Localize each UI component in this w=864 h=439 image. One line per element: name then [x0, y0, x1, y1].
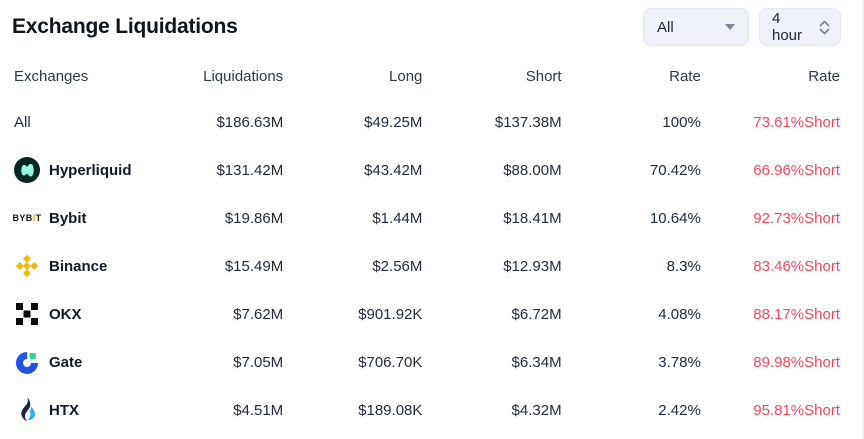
cell-rate-short: 95.81%Short: [753, 401, 840, 419]
cell-liquidations: $19.86M: [224, 209, 284, 227]
exchange-name: All: [14, 113, 31, 131]
exchange-cell: All: [14, 114, 144, 131]
cell-rate-short: 66.96%Short: [753, 161, 840, 179]
hyperliquid-icon: [14, 157, 40, 183]
table-row-bybit[interactable]: BYBIT Bybit $19.86M $1.44M $18.41M 10.64…: [0, 194, 863, 242]
cell-short: $137.38M: [494, 113, 562, 131]
cell-liquidations: $7.05M: [233, 353, 284, 371]
cell-rate-short: 73.61%Short: [753, 113, 840, 131]
cell-long: $49.25M: [364, 113, 423, 131]
cell-short: $12.93M: [503, 257, 562, 275]
column-header-liquidations[interactable]: Liquidations: [203, 67, 284, 85]
exchange-cell: HTX: [14, 397, 144, 423]
okx-icon: [14, 301, 40, 327]
table-header-row: Exchanges Liquidations Long Short Rate Rate: [0, 54, 863, 98]
exchange-cell: Hyperliquid: [14, 157, 144, 183]
table-row-htx[interactable]: HTX $4.51M $189.08K $4.32M 2.42% 95.81%S…: [0, 386, 863, 434]
htx-icon: [14, 397, 40, 423]
table-row-binance[interactable]: Binance $15.49M $2.56M $12.93M 8.3% 83.4…: [0, 242, 863, 290]
exchange-cell: Binance: [14, 253, 144, 279]
table-row-all[interactable]: All $186.63M $49.25M $137.38M 100% 73.61…: [0, 98, 863, 146]
cell-rate: 100%: [662, 113, 701, 131]
cell-liquidations: $131.42M: [216, 161, 284, 179]
cell-rate: 2.42%: [658, 401, 701, 419]
exchange-name: Binance: [49, 257, 108, 275]
binance-icon: [14, 253, 40, 279]
exchange-name: HTX: [49, 401, 79, 419]
exchange-name: OKX: [49, 305, 82, 323]
cell-short: $18.41M: [503, 209, 562, 227]
cell-rate: 3.78%: [658, 353, 701, 371]
cell-long: $43.42M: [364, 161, 423, 179]
column-header-long[interactable]: Long: [389, 67, 423, 85]
up-down-spinner-icon: [819, 20, 830, 35]
panel-header: Exchange Liquidations All 4 hour: [0, 0, 863, 54]
cell-long: $706.70K: [358, 353, 423, 371]
cell-liquidations: $4.51M: [233, 401, 284, 419]
column-header-rate-2[interactable]: Rate: [808, 67, 840, 85]
table-row-hyperliquid[interactable]: Hyperliquid $131.42M $43.42M $88.00M 70.…: [0, 146, 863, 194]
cell-rate-short: 83.46%Short: [753, 257, 840, 275]
exchange-filter-dropdown[interactable]: All: [643, 8, 749, 46]
cell-liquidations: $15.49M: [224, 257, 284, 275]
column-header-exchanges[interactable]: Exchanges: [14, 67, 89, 85]
table-row-okx[interactable]: OKX $7.62M $901.92K $6.72M 4.08% 88.17%S…: [0, 290, 863, 338]
column-header-short[interactable]: Short: [525, 67, 562, 85]
cell-liquidations: $186.63M: [216, 113, 284, 131]
bybit-icon: BYBIT: [12, 213, 42, 223]
cell-short: $88.00M: [503, 161, 562, 179]
exchange-name: Bybit: [49, 209, 87, 227]
cell-rate-short: 88.17%Short: [753, 305, 840, 323]
exchange-name: Hyperliquid: [49, 161, 132, 179]
exchange-filter-value: All: [657, 18, 674, 36]
cell-rate-short: 89.98%Short: [753, 353, 840, 371]
filter-controls: All 4 hour: [643, 8, 841, 46]
table-row-gate[interactable]: Gate $7.05M $706.70K $6.34M 3.78% 89.98%…: [0, 338, 863, 386]
cell-long: $2.56M: [372, 257, 423, 275]
gate-icon: [14, 349, 40, 375]
column-header-rate[interactable]: Rate: [669, 67, 701, 85]
exchange-name: Gate: [49, 353, 83, 371]
exchange-cell: OKX: [14, 301, 144, 327]
cell-long: $901.92K: [358, 305, 423, 323]
page-title: Exchange Liquidations: [12, 15, 238, 38]
chevron-down-icon: [725, 24, 735, 30]
cell-short: $6.72M: [511, 305, 562, 323]
exchange-cell: Gate: [14, 349, 144, 375]
cell-liquidations: $7.62M: [233, 305, 284, 323]
cell-rate: 70.42%: [649, 161, 701, 179]
table-body: All $186.63M $49.25M $137.38M 100% 73.61…: [0, 98, 863, 434]
cell-rate: 10.64%: [649, 209, 701, 227]
cell-short: $6.34M: [511, 353, 562, 371]
cell-long: $189.08K: [358, 401, 423, 419]
cell-rate: 8.3%: [666, 257, 701, 275]
time-interval-dropdown[interactable]: 4 hour: [759, 8, 841, 46]
cell-long: $1.44M: [372, 209, 423, 227]
exchange-cell: BYBIT Bybit: [12, 205, 144, 231]
time-interval-value: 4 hour: [772, 10, 803, 44]
cell-short: $4.32M: [511, 401, 562, 419]
cell-rate: 4.08%: [658, 305, 701, 323]
cell-rate-short: 92.73%Short: [753, 209, 840, 227]
